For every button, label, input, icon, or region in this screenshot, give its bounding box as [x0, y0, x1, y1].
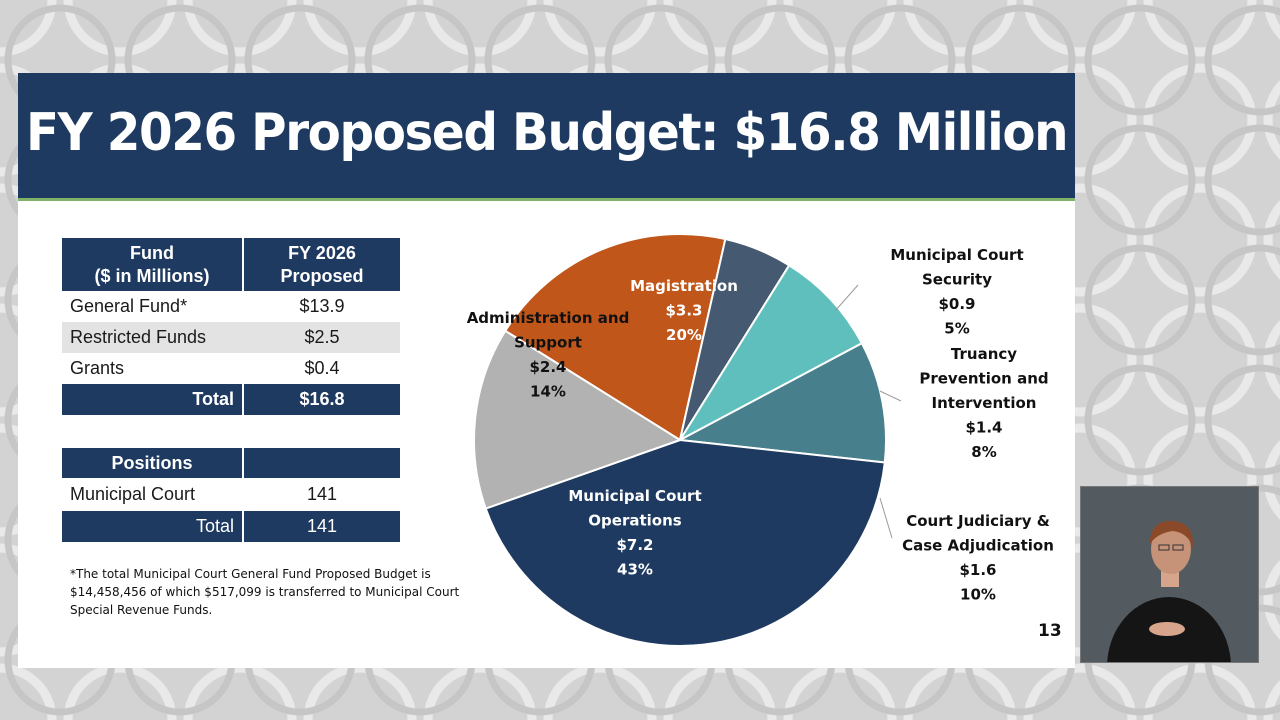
pie-label-magistration: Magistration $3.3 20%	[630, 277, 738, 344]
positions-total-row: Total 141	[62, 511, 400, 542]
pie-slice-truancy-prevention-and-intervention	[677, 263, 864, 443]
table-row: Grants $0.4	[62, 353, 400, 384]
positions-header-label: Positions	[62, 448, 244, 478]
fund-header-cell: Fund ($ in Millions)	[62, 238, 244, 291]
interpreter-figure	[1081, 487, 1258, 662]
page-number: 13	[1038, 621, 1062, 641]
pie-label-municipal-court-operations: Municipal Court Operations $7.2 43%	[568, 487, 701, 579]
slide-title: FY 2026 Proposed Budget: $16.8 Million	[26, 103, 1069, 163]
pie-slice-court-judiciary-case-adjudication	[676, 341, 887, 464]
table-row: Restricted Funds $2.5	[62, 322, 400, 353]
table-row: Municipal Court 141	[62, 478, 400, 511]
leader-line	[879, 497, 893, 539]
fund-total-value: $16.8	[244, 384, 400, 415]
fund-total-row: Total $16.8	[62, 384, 400, 415]
leader-line	[879, 390, 902, 402]
fund-label: Grants	[70, 358, 125, 378]
positions-total-label: Total	[62, 511, 244, 542]
pie-slice-magistration	[503, 233, 727, 442]
pie-slice-municipal-court-operations	[484, 438, 886, 647]
fund-value: $0.4	[304, 358, 340, 378]
fy2026-header-cell: FY 2026 Proposed	[244, 238, 400, 291]
fund-table-header: Fund ($ in Millions) FY 2026 Proposed	[62, 238, 400, 291]
fund-label: General Fund*	[70, 296, 188, 316]
fund-table: Fund ($ in Millions) FY 2026 Proposed Ge…	[62, 238, 400, 415]
budget-pie-chart: Magistration $3.3 20% Municipal Court Securi…	[467, 233, 1054, 647]
positions-table: Positions Municipal Court 141 Total 141	[62, 448, 400, 542]
positions-header-blank	[244, 448, 400, 478]
pie-label-municipal-court-security: Municipal Court Security $0.9 5%	[890, 246, 1023, 338]
table-row: General Fund* $13.9	[62, 291, 400, 322]
fund-total-label: Total	[62, 384, 244, 415]
positions-value: 141	[306, 484, 338, 504]
positions-total-value: 141	[244, 511, 400, 542]
positions-label: Municipal Court	[70, 484, 196, 504]
interpreter-video	[1080, 486, 1259, 663]
fund-label: Restricted Funds	[62, 322, 244, 353]
fund-header-label: Fund ($ in Millions)	[94, 242, 210, 286]
pie-label-truancy-prevention-and-intervention: Truancy Prevention and Intervention $1.4 8%	[919, 345, 1048, 461]
title-bar: FY 2026 Proposed Budget: $16.8 Million	[18, 73, 1075, 201]
fund-value: $13.9	[299, 296, 345, 316]
fy2026-header-label: FY 2026 Proposed	[280, 242, 364, 286]
pie-label-administration-and-support: Administration and Support $2.4 14%	[467, 309, 630, 401]
positions-table-header: Positions	[62, 448, 400, 478]
pie-label-court-judiciary-case-adjudication: Court Judiciary & Case Adjudication $1.6 10…	[902, 512, 1054, 604]
footnote: *The total Municipal Court General Fund …	[70, 567, 460, 617]
fund-value: $2.5	[244, 322, 400, 353]
leader-line	[834, 284, 859, 312]
pie-slice-administration-and-support	[473, 329, 683, 510]
presentation-slide: FY 2026 Proposed Budget: $16.8 Million M…	[18, 73, 1075, 668]
